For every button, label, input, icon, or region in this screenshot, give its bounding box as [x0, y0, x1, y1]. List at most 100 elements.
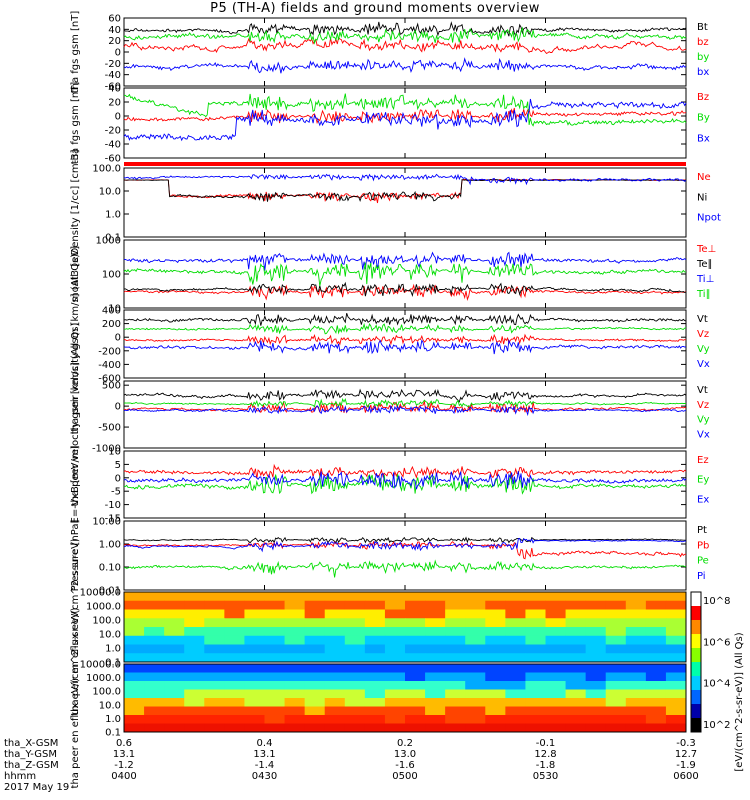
heatmap-cell — [585, 609, 607, 619]
heatmap-cell — [485, 644, 506, 654]
heatmap-cell — [645, 715, 667, 724]
series-line-vz — [124, 399, 687, 414]
heatmap-cell — [204, 715, 225, 724]
heatmap-cell — [304, 600, 326, 610]
heatmap-cell — [264, 672, 286, 682]
heatmap-cell — [605, 698, 627, 707]
heatmap-cell — [405, 600, 426, 610]
heatmap-cell — [425, 653, 446, 663]
y-tick-label: 10.00 — [92, 517, 121, 528]
heatmap-cell — [304, 644, 326, 654]
heatmap-cell — [585, 723, 607, 733]
x-gsm-tick: 0.4 — [257, 738, 273, 749]
heatmap-cell — [625, 698, 647, 707]
heatmap-cell — [224, 706, 245, 716]
legend-vy: Vy — [697, 344, 710, 355]
heatmap-cell — [525, 618, 546, 628]
heatmap-cell — [304, 723, 326, 733]
heatmap-cell — [384, 664, 406, 673]
heatmap-cell — [665, 644, 687, 654]
heatmap-cell — [184, 627, 205, 637]
heatmap-cell — [585, 592, 607, 602]
heatmap-cell — [605, 592, 627, 602]
y-tick-label: 0 — [115, 402, 121, 413]
heatmap-cell — [224, 592, 245, 602]
heatmap-cell — [364, 715, 386, 724]
heatmap-cell — [244, 689, 265, 699]
panel-5: tha peir velocity gsm [km/s] (All Qs) — [70, 254, 687, 434]
y-tick-label: -20 — [105, 59, 121, 70]
heatmap-cell — [284, 609, 306, 619]
heatmap-cell — [525, 715, 546, 724]
heatmap-cell — [344, 715, 366, 724]
series-line-vy — [123, 322, 687, 335]
y-tick-label: 0 — [115, 333, 121, 344]
heatmap-cell — [565, 627, 587, 637]
heatmap-cell — [344, 609, 366, 619]
heatmap-cell — [244, 706, 265, 716]
heatmap-cell — [485, 600, 506, 610]
heatmap-cell — [144, 672, 165, 682]
heatmap-cell — [465, 627, 486, 637]
series-line-ni — [123, 179, 687, 203]
heatmap-cell — [144, 592, 165, 602]
heatmap-cell — [204, 689, 225, 699]
heatmap-cell — [224, 653, 245, 663]
panel-frame — [123, 17, 687, 87]
heatmap-cell — [264, 618, 286, 628]
y-tick-label: 100 — [102, 270, 121, 281]
heatmap-cell — [425, 618, 446, 628]
heatmap-cell — [124, 672, 145, 682]
x-gsm-tick: -0.3 — [676, 738, 696, 749]
heatmap-cell — [525, 706, 546, 716]
heatmap-cell — [204, 609, 225, 619]
heatmap-cell — [625, 618, 647, 628]
colorbar-segment — [691, 704, 701, 719]
heatmap-cell — [244, 627, 265, 637]
series-line-by — [123, 93, 687, 127]
y-tick-label: 0 — [115, 473, 121, 484]
heatmap-cell — [405, 698, 426, 707]
legend-ti∥: Ti∥ — [696, 289, 711, 300]
heatmap-cell — [505, 653, 526, 663]
heatmap-cell — [344, 706, 366, 716]
heatmap-cell — [144, 715, 165, 724]
heatmap-cell — [445, 681, 466, 690]
heatmap-cell — [465, 644, 486, 654]
y-tick-label: 10.0 — [99, 630, 121, 641]
y-tick-label: 1.0 — [105, 714, 121, 725]
heatmap-cell — [425, 723, 446, 733]
heatmap-cell — [284, 672, 306, 682]
heatmap-cell — [565, 600, 587, 610]
heatmap-cell — [184, 618, 205, 628]
heatmap-cell — [324, 664, 346, 673]
colorbar-segment — [691, 648, 701, 663]
heatmap-cell — [384, 592, 406, 602]
y-tick-label: 0.10 — [99, 563, 121, 574]
series-line-pe — [123, 559, 687, 578]
panel-10: tha peer en eflux eV/(cm^2-s-sr-eV) — [70, 607, 687, 788]
z-gsm-tick: -1.6 — [395, 760, 415, 771]
heatmap-cell — [545, 723, 567, 733]
heatmap-cell — [485, 635, 506, 645]
heatmap-cell — [344, 664, 366, 673]
heatmap-cell — [224, 600, 245, 610]
heatmap-cell — [665, 609, 687, 619]
series-line-npot — [123, 173, 687, 186]
y-tick-label: -1000 — [92, 444, 121, 455]
y-tick-label: 40 — [108, 25, 121, 36]
heatmap-cell — [324, 689, 346, 699]
heatmap-cell — [284, 618, 306, 628]
heatmap-cell — [344, 618, 366, 628]
panel-frame — [123, 450, 687, 519]
y-tick-label: 500 — [102, 381, 121, 392]
heatmap-cell — [645, 592, 667, 602]
heatmap-cell — [264, 723, 286, 733]
heatmap-cell — [505, 644, 526, 654]
heatmap-cell — [625, 635, 647, 645]
heatmap-cell — [485, 653, 506, 663]
series-line-vt — [123, 313, 687, 326]
heatmap-cell — [445, 644, 466, 654]
heatmap-cell — [124, 592, 145, 602]
